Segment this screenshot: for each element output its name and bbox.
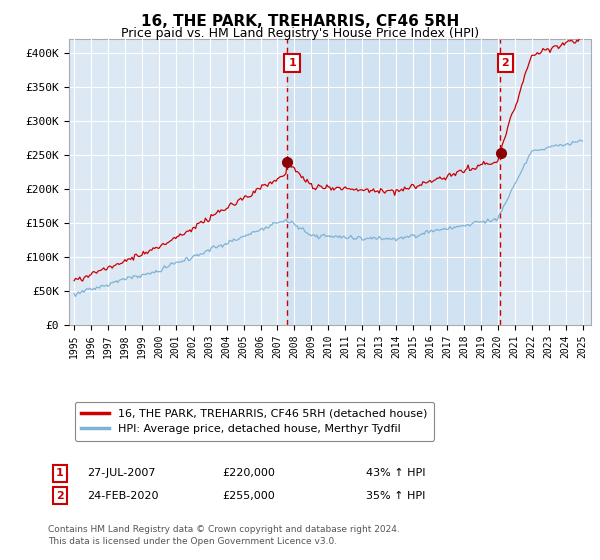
Text: Price paid vs. HM Land Registry's House Price Index (HPI): Price paid vs. HM Land Registry's House …	[121, 27, 479, 40]
Text: 1: 1	[56, 468, 64, 478]
Text: £255,000: £255,000	[222, 491, 275, 501]
Text: 27-JUL-2007: 27-JUL-2007	[87, 468, 155, 478]
Text: Contains HM Land Registry data © Crown copyright and database right 2024.
This d: Contains HM Land Registry data © Crown c…	[48, 525, 400, 546]
Text: 24-FEB-2020: 24-FEB-2020	[87, 491, 158, 501]
Bar	[287, 39, 500, 325]
Text: 35% ↑ HPI: 35% ↑ HPI	[366, 491, 425, 501]
Text: 1: 1	[289, 58, 296, 68]
Text: 2: 2	[502, 58, 509, 68]
Text: £220,000: £220,000	[222, 468, 275, 478]
Text: 2: 2	[56, 491, 64, 501]
Text: 16, THE PARK, TREHARRIS, CF46 5RH: 16, THE PARK, TREHARRIS, CF46 5RH	[141, 14, 459, 29]
Legend: 16, THE PARK, TREHARRIS, CF46 5RH (detached house), HPI: Average price, detached: 16, THE PARK, TREHARRIS, CF46 5RH (detac…	[74, 402, 434, 441]
Text: 43% ↑ HPI: 43% ↑ HPI	[366, 468, 425, 478]
